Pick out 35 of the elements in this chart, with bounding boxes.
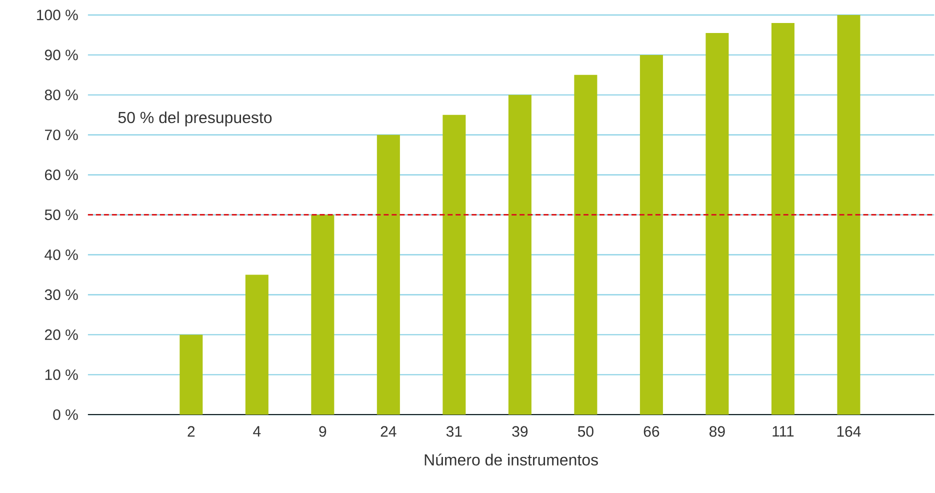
y-tick-label: 100 %	[37, 10, 78, 21]
x-tick-label: 164	[837, 426, 861, 437]
bar	[442, 115, 466, 415]
y-tick-label: 70 %	[45, 130, 78, 140]
x-tick-label: 111	[772, 426, 794, 437]
y-tick-label: 20 %	[45, 330, 78, 340]
y-tick-label: 90 %	[44, 50, 78, 60]
bar	[245, 274, 268, 415]
x-tick-label: 50	[578, 426, 594, 437]
y-tick-label: 50 %	[44, 210, 78, 220]
x-tick-label: 89	[710, 426, 725, 437]
x-tick-label: 66	[644, 426, 660, 437]
y-tick-label: 40 %	[44, 250, 78, 260]
bar	[837, 15, 860, 415]
y-tick-label: 10 %	[45, 370, 78, 380]
annotation: 50 % del presupuesto	[118, 112, 272, 127]
y-tick-label: 80 %	[44, 90, 78, 100]
x-tick-label: 2	[188, 426, 195, 437]
bar	[706, 33, 729, 415]
bar	[640, 55, 663, 415]
bar	[574, 75, 598, 415]
x-tick-label: 9	[319, 426, 326, 437]
bar	[508, 95, 532, 415]
x-tick-label: 4	[253, 426, 261, 437]
bar	[180, 334, 203, 415]
x-axis-title: Número de instrumentos	[424, 454, 598, 466]
bar	[771, 23, 794, 415]
x-tick-label: 24	[380, 426, 396, 437]
x-tick-label: 39	[512, 426, 528, 437]
bar	[311, 215, 334, 415]
y-tick-label: 60 %	[45, 170, 78, 180]
y-tick-label: 30 %	[44, 290, 78, 300]
y-tick-label: 0 %	[53, 410, 78, 420]
x-tick-label: 31	[446, 426, 462, 437]
bar	[376, 135, 400, 415]
